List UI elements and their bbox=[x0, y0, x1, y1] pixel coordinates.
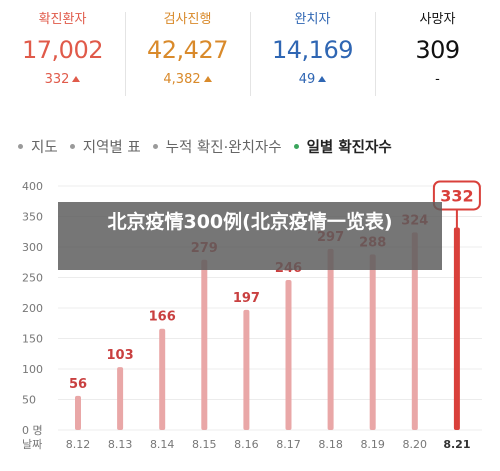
bullet-icon bbox=[152, 143, 158, 149]
y-tick-label: 250 bbox=[22, 272, 43, 285]
bar bbox=[243, 309, 250, 430]
y-tick-label: 300 bbox=[22, 241, 43, 254]
stat-change: 332 bbox=[0, 71, 125, 89]
y-tick-label: 350 bbox=[22, 211, 43, 224]
tab-label: 일별 확진자수 bbox=[306, 139, 392, 156]
x-axis-label: 날짜 bbox=[22, 438, 42, 451]
x-tick-label: 8.12 bbox=[66, 438, 91, 451]
x-tick-label: 8.13 bbox=[108, 438, 133, 451]
x-tick-label: 8.17 bbox=[276, 438, 301, 451]
y-tick-label: 50 bbox=[22, 394, 36, 407]
bar bbox=[75, 395, 81, 430]
x-tick-label: 8.20 bbox=[403, 438, 428, 451]
bar-value-label: 197 bbox=[233, 291, 260, 306]
stat-change-value: 332 bbox=[44, 72, 70, 87]
stat-value: 42,427 bbox=[147, 36, 228, 64]
y-tick-label: 400 bbox=[22, 180, 43, 193]
tab-regional-table[interactable]: 지역별 표 bbox=[69, 136, 141, 157]
x-tick-label: 8.14 bbox=[150, 438, 175, 451]
bar-value-label: 103 bbox=[107, 348, 134, 363]
bar-value-label: 166 bbox=[149, 310, 176, 325]
chart-tabs: 지도 지역별 표 누적 확진·완치자수 일별 확진자수 bbox=[18, 134, 392, 158]
bullet-icon bbox=[69, 143, 75, 149]
up-arrow-icon bbox=[203, 76, 212, 82]
up-arrow-icon bbox=[72, 76, 81, 82]
stat-recovered: 완치자 14,169 49 bbox=[250, 0, 375, 112]
stat-label: 사망자 bbox=[419, 12, 456, 27]
stat-value: 14,169 bbox=[272, 36, 353, 64]
stat-confirmed: 확진환자 17,002 332 bbox=[0, 0, 125, 112]
bar bbox=[411, 232, 418, 430]
y-tick-label: 200 bbox=[22, 302, 43, 315]
bar bbox=[369, 254, 376, 430]
bar bbox=[117, 367, 124, 430]
stat-change-value: - bbox=[435, 72, 440, 87]
overlay-banner: 北京疫情300例(北京疫情一览表) bbox=[58, 202, 442, 270]
x-tick-label: 8.16 bbox=[234, 438, 259, 451]
stat-deaths: 사망자 309 - bbox=[375, 0, 500, 112]
bar bbox=[201, 259, 208, 430]
tab-label: 지도 bbox=[31, 139, 58, 156]
stat-value: 309 bbox=[415, 36, 460, 64]
bar bbox=[159, 328, 166, 430]
daily-cases-chart: 0 명 50 100 150 200 250 300 350 400 날짜 8.12 8.13 8.14… bbox=[22, 180, 482, 451]
y-tick-label: 150 bbox=[22, 333, 43, 346]
y-tick-label: 100 bbox=[22, 363, 43, 376]
stat-label: 검사진행 bbox=[163, 12, 212, 27]
bar-value-label: 56 bbox=[69, 377, 87, 392]
y-tick-label: 0 명 bbox=[22, 424, 43, 437]
x-tick-label: 8.15 bbox=[192, 438, 217, 451]
x-tick-label: 8.18 bbox=[318, 438, 343, 451]
bar bbox=[327, 248, 334, 430]
stat-value: 17,002 bbox=[22, 36, 103, 64]
tab-cumulative[interactable]: 누적 확진·완치자수 bbox=[152, 136, 282, 157]
bar bbox=[285, 279, 292, 430]
tab-label: 누적 확진·완치자수 bbox=[165, 139, 282, 156]
bar-value-label: 332 bbox=[440, 186, 473, 205]
stat-label: 확진환자 bbox=[38, 12, 87, 27]
bullet-icon bbox=[18, 143, 23, 149]
stat-testing: 검사진행 42,427 4,382 bbox=[125, 0, 250, 112]
tab-daily-confirmed[interactable]: 일별 확진자수 bbox=[293, 136, 392, 157]
up-arrow-icon bbox=[318, 76, 327, 82]
stat-change-value: 49 bbox=[298, 72, 316, 87]
x-tick-label: 8.21 bbox=[443, 438, 470, 451]
stat-change-value: 4,382 bbox=[163, 72, 201, 87]
x-tick-label: 8.19 bbox=[360, 438, 385, 451]
stat-change: - bbox=[375, 71, 500, 89]
tab-map[interactable]: 지도 bbox=[18, 136, 58, 157]
bar bbox=[453, 227, 460, 430]
stats-panel: 확진환자 17,002 332 검사진행 42,427 4,382 완치자 14… bbox=[0, 0, 500, 112]
tab-label: 지역별 표 bbox=[82, 139, 141, 156]
stat-label: 완치자 bbox=[294, 12, 331, 27]
stat-change: 4,382 bbox=[125, 71, 250, 89]
highlight-callout bbox=[432, 180, 481, 211]
stat-change: 49 bbox=[250, 71, 375, 89]
bullet-icon bbox=[293, 143, 299, 149]
